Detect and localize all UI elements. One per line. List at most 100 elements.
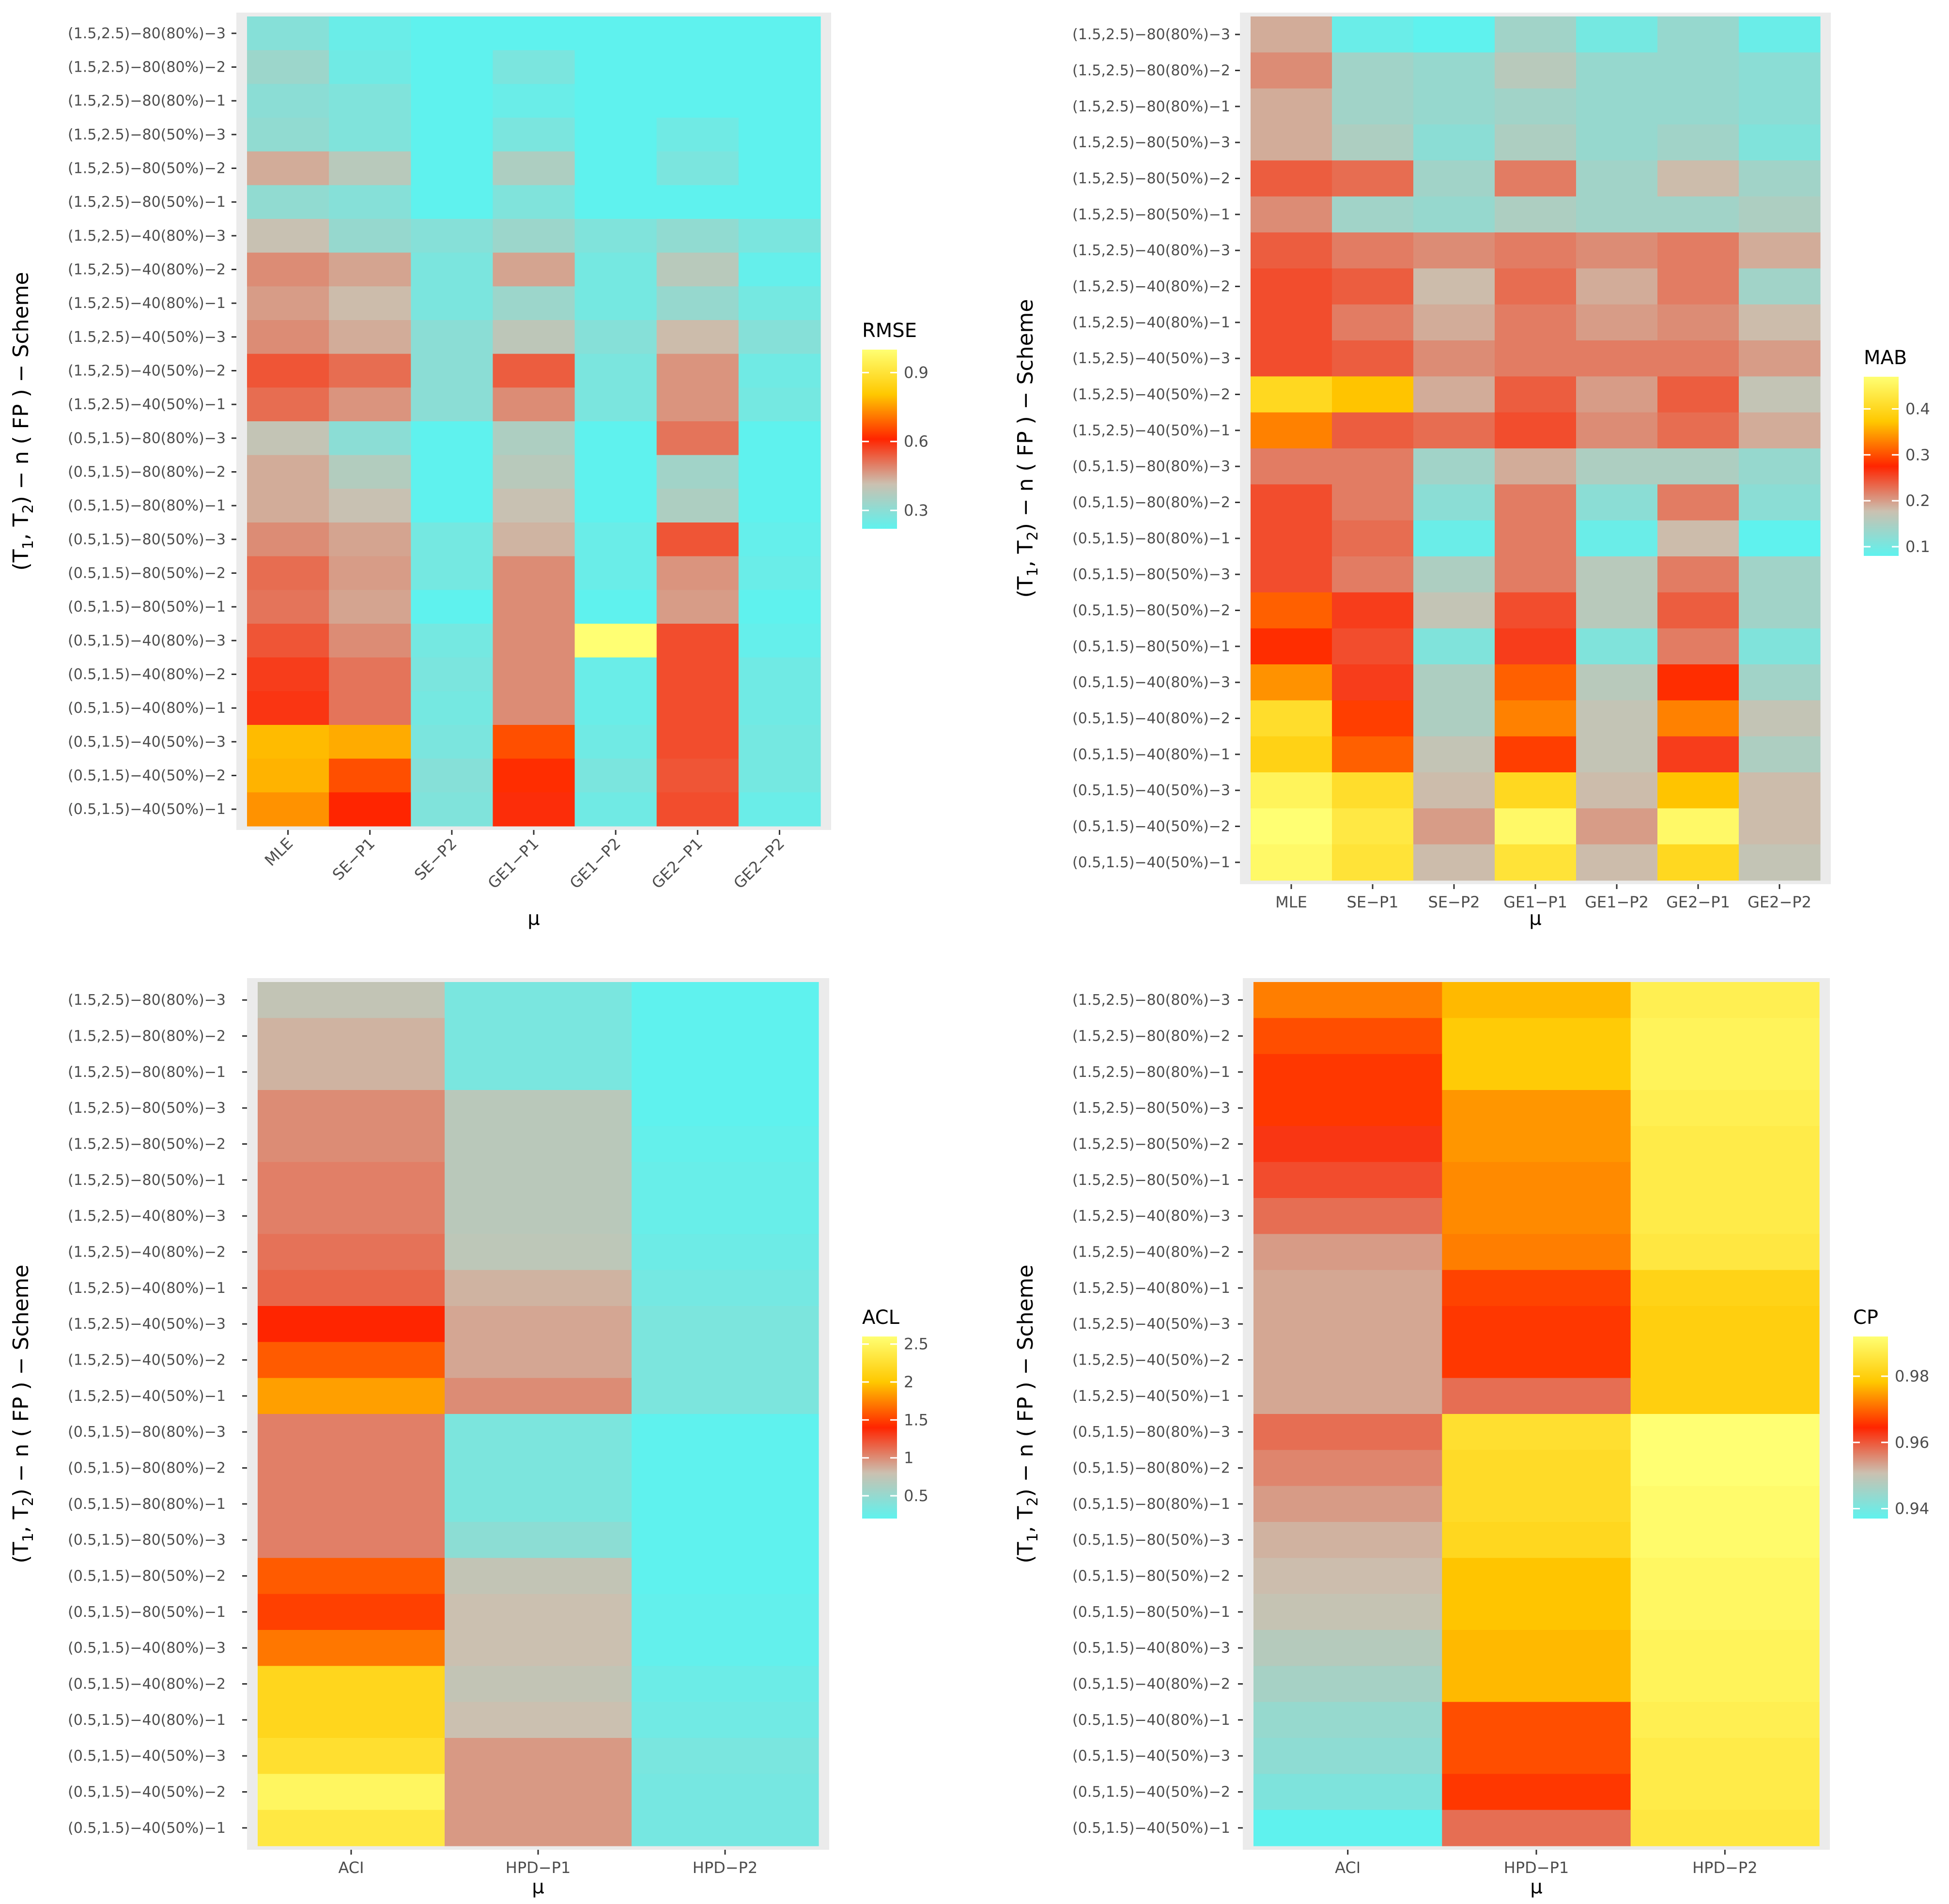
heatmap-cell (738, 657, 821, 691)
heatmap-cell (1413, 88, 1495, 125)
heatmap-cell (1657, 556, 1739, 593)
heatmap-cell (656, 758, 739, 793)
y-tick-label: (1.5,2.5)−80(50%)−2 (1072, 170, 1230, 187)
heatmap-cell (1495, 340, 1577, 377)
heatmap-cell (247, 16, 329, 51)
heatmap-cell (738, 387, 821, 422)
heatmap-cell (1253, 1630, 1442, 1666)
heatmap-cell (445, 1630, 632, 1666)
heatmap-cell (1630, 982, 1820, 1018)
heatmap-cell (493, 84, 575, 118)
heatmap-cell (656, 353, 739, 388)
heatmap-cell (1657, 196, 1739, 233)
heatmap-cell (1253, 1306, 1442, 1342)
y-tick-label: (0.5,1.5)−80(50%)−3 (68, 531, 226, 548)
heatmap-cell (1630, 1450, 1820, 1487)
heatmap-cell (329, 556, 411, 590)
heatmap-cell (445, 1594, 632, 1630)
y-tick-label: (0.5,1.5)−80(50%)−1 (1072, 1604, 1230, 1621)
heatmap-cell (1495, 376, 1577, 413)
heatmap-cell (1253, 1162, 1442, 1198)
heatmap-cell (247, 50, 329, 84)
y-tick-label: (0.5,1.5)−40(50%)−2 (68, 1784, 226, 1801)
y-axis-title: (T1, T2) − n ( FP ) − Scheme (1013, 299, 1041, 598)
heatmap-cell (1332, 808, 1414, 845)
heatmap-cell (1576, 556, 1658, 593)
heatmap-cell (574, 353, 657, 388)
y-tick-label: (1.5,2.5)−80(50%)−2 (1072, 1136, 1230, 1153)
legend-tick-label: 0.6 (904, 432, 928, 451)
y-tick-label: (0.5,1.5)−80(80%)−3 (1072, 1424, 1230, 1441)
y-axis-title-part: (T (1013, 576, 1038, 598)
heatmap-cell (1442, 1486, 1631, 1522)
heatmap-cell (738, 353, 821, 388)
y-axis-title-part: 1 (1024, 567, 1041, 576)
heatmap-cell (258, 1090, 445, 1126)
heatmap-cell (258, 1306, 445, 1342)
y-tick-label: (0.5,1.5)−80(50%)−1 (68, 1604, 226, 1621)
heatmap-cell (1442, 1270, 1631, 1306)
heatmap-cell (1576, 736, 1658, 773)
heatmap-cell (656, 16, 739, 51)
heatmap-cell (1630, 1630, 1820, 1666)
y-tick-label: (1.5,2.5)−40(80%)−2 (1072, 1244, 1230, 1261)
heatmap-cell (1332, 592, 1414, 629)
heatmap-cell (738, 489, 821, 523)
legend-colorbar (862, 1336, 897, 1519)
heatmap-cell (1576, 124, 1658, 161)
heatmap-cell (1739, 88, 1821, 125)
legend-tick-label: 1 (904, 1449, 913, 1467)
x-tick-label: ACI (338, 1858, 364, 1877)
heatmap-cell (1739, 520, 1821, 557)
heatmap-cell (632, 1486, 819, 1522)
heatmap-cell (632, 1126, 819, 1163)
heatmap-cell (656, 489, 739, 523)
y-tick-label: (0.5,1.5)−80(50%)−2 (68, 1568, 226, 1585)
y-tick-label: (1.5,2.5)−40(50%)−3 (68, 1316, 226, 1333)
y-tick-label: (1.5,2.5)−40(50%)−2 (68, 363, 226, 380)
heatmap-cell (1332, 376, 1414, 413)
heatmap-cell (1576, 52, 1658, 89)
y-tick-label: (1.5,2.5)−80(80%)−1 (1072, 1064, 1230, 1081)
heatmap-cell (632, 1630, 819, 1666)
heatmap-cell (445, 1558, 632, 1595)
heatmap-cell (1739, 196, 1821, 233)
heatmap-cell (656, 657, 739, 691)
heatmap-cell (411, 387, 494, 422)
heatmap-cell (1739, 160, 1821, 197)
y-tick-label: (0.5,1.5)−40(50%)−1 (1072, 1820, 1230, 1837)
heatmap-cell (1251, 376, 1332, 413)
heatmap-cell (247, 320, 329, 354)
heatmap-cell (1657, 628, 1739, 665)
heatmap-cell (258, 1378, 445, 1414)
heatmap-cell (1739, 556, 1821, 593)
y-tick-label: (1.5,2.5)−80(80%)−3 (1072, 26, 1230, 43)
heatmap-cell (411, 252, 494, 287)
heatmap-cell (632, 1414, 819, 1450)
heatmap-cell (738, 590, 821, 624)
heatmap-cell (574, 50, 657, 84)
heatmap-cell (632, 1774, 819, 1811)
y-tick-label: (0.5,1.5)−40(80%)−1 (1072, 1712, 1230, 1729)
heatmap-cell (1657, 664, 1739, 701)
heatmap-cell (1495, 88, 1577, 125)
heatmap-cell (1495, 52, 1577, 89)
heatmap-cell (1442, 1126, 1631, 1163)
heatmap-cell (632, 1522, 819, 1558)
heatmap-cell (1630, 1810, 1820, 1846)
y-tick-label: (1.5,2.5)−80(80%)−3 (68, 25, 226, 42)
y-axis-title-part: , T (1013, 1506, 1038, 1533)
heatmap-cell (1332, 628, 1414, 665)
heatmap-cell (1442, 1306, 1631, 1342)
heatmap-cell (1576, 16, 1658, 53)
heatmap-cell (1413, 16, 1495, 53)
y-tick-label: (1.5,2.5)−40(50%)−1 (68, 1388, 226, 1405)
heatmap-cell (1442, 1558, 1631, 1595)
heatmap-cell (445, 1342, 632, 1379)
y-tick-label: (1.5,2.5)−80(50%)−1 (68, 194, 226, 211)
heatmap-cell (1495, 520, 1577, 557)
heatmap-cell (1630, 1198, 1820, 1234)
heatmap-cell (247, 185, 329, 219)
y-tick-label: (0.5,1.5)−40(80%)−3 (1072, 1640, 1230, 1657)
legend-title: MAB (1864, 347, 1907, 369)
